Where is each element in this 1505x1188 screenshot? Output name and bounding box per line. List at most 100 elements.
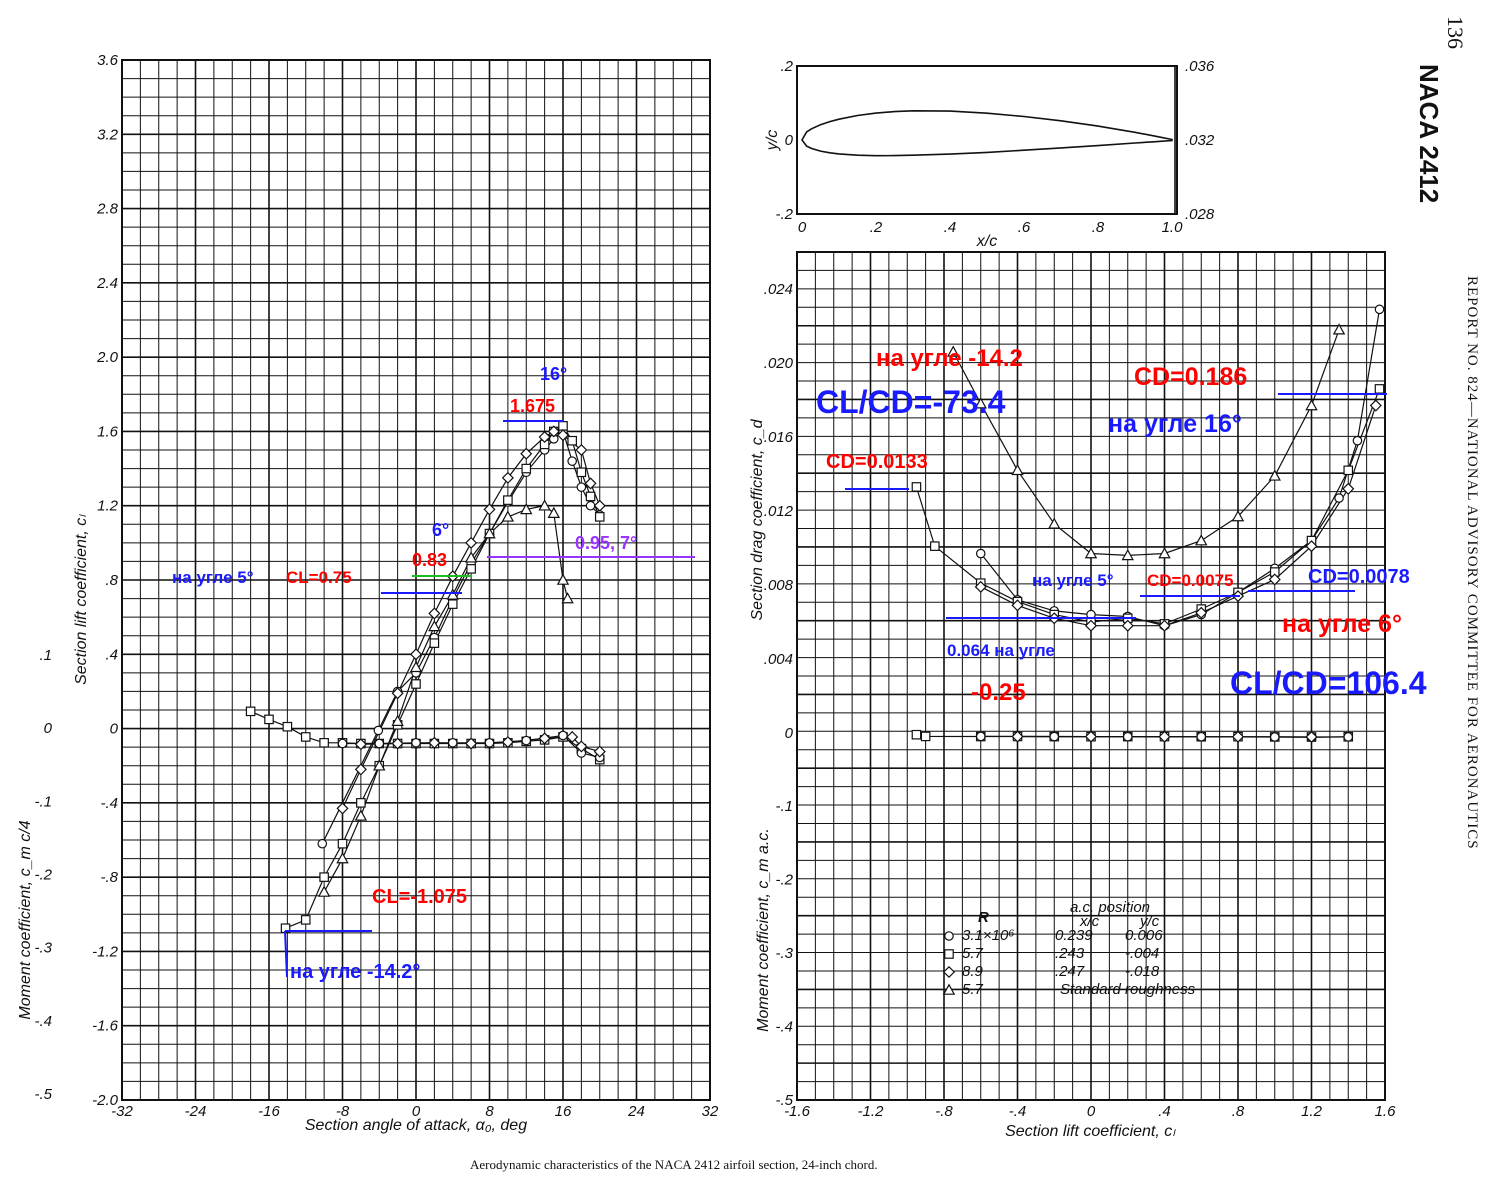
annotation-left: на угле 5° [172, 568, 254, 587]
y-tick-label: -.2 [775, 206, 793, 223]
legend-yc-value: -.018 [1125, 963, 1160, 980]
triangle-marker [354, 809, 368, 821]
left-grid [121, 59, 711, 1101]
triangle-marker [1048, 517, 1061, 529]
triangle-marker [1121, 548, 1134, 561]
square-marker [911, 729, 922, 740]
right-tick-label: .036 [1185, 58, 1215, 75]
square-marker [1374, 384, 1385, 394]
triangle-marker [464, 551, 478, 563]
annotation-line [284, 930, 288, 978]
series-line-drag [915, 388, 1381, 625]
left-frame [121, 59, 711, 1101]
x-tick-label: -.8 [935, 1103, 953, 1120]
diamond-marker [354, 738, 367, 751]
triangle-marker [561, 592, 574, 604]
triangle-marker [409, 660, 423, 673]
annotation-left: 1.675 [510, 396, 555, 416]
diamond-marker [1084, 619, 1098, 632]
profile-x-label: x/c [976, 233, 997, 250]
y-tick-label: .2 [780, 58, 793, 75]
x-tick-label: 1.0 [1162, 219, 1184, 236]
triangle-marker [520, 502, 533, 515]
annotation-right: CD=0.0075 [1147, 571, 1233, 590]
annotation-lines-layer [284, 393, 1387, 978]
moment-tick-label: -.3 [34, 940, 52, 957]
x-tick-label: 1.6 [1375, 1103, 1397, 1120]
annotation-right: CD=0.0133 [826, 451, 928, 473]
drag-tick-label: .004 [764, 651, 793, 668]
diamond-marker [1268, 573, 1281, 586]
diamond-marker [428, 607, 441, 620]
circle-marker [1334, 493, 1344, 503]
circle-marker [374, 738, 385, 749]
circle-marker [558, 730, 568, 741]
legend-header-yc: y/c [1139, 913, 1160, 930]
legend-r-value: 5.7 [962, 981, 984, 998]
triangle-marker [483, 527, 496, 539]
square-marker [245, 706, 256, 717]
circle-marker [1269, 732, 1280, 742]
legend-xc-value: .247 [1055, 963, 1085, 980]
diamond-marker [391, 737, 404, 750]
diamond-marker [974, 580, 987, 593]
y-tick-label: .8 [105, 572, 118, 589]
triangle-marker [501, 510, 515, 522]
diamond-marker [1305, 730, 1318, 744]
moment-tick-label: .1 [39, 647, 52, 664]
moment-tick-label: -.2 [34, 867, 52, 884]
x-tick-label: -.4 [1009, 1103, 1027, 1120]
annotation-left: CL=-1.075 [372, 886, 467, 908]
annotation-right: на угле 6° [1282, 610, 1402, 638]
moment-tick-label: -.3 [775, 945, 793, 962]
circle-marker [484, 737, 495, 748]
drag-tick-label: .020 [764, 355, 794, 372]
legend-header-ac: a.c. position [1070, 899, 1150, 916]
moment-axis-label: Moment coefficient, c_m c/4 [17, 820, 34, 1019]
x-tick-label: -32 [111, 1103, 133, 1120]
triangle-marker [317, 885, 331, 897]
annotation-left: CL=0.75 [286, 568, 352, 587]
annotation-right: CD=0.0078 [1308, 566, 1410, 588]
triangle-marker [391, 714, 404, 726]
square-marker [300, 915, 311, 925]
diamond-marker [575, 443, 588, 457]
y-tick-label: -.8 [100, 869, 118, 886]
right-tick-label: .032 [1185, 132, 1215, 149]
square-marker [356, 798, 366, 808]
moment-tick-label: 0 [44, 720, 53, 737]
legend-xc-value: 0.239 [1055, 927, 1093, 944]
diamond-marker [1121, 619, 1134, 632]
square-marker [944, 949, 954, 959]
legend-r-value: 3.1×10⁶ [962, 927, 1015, 944]
x-tick-label: 0 [798, 219, 807, 236]
series-line-lift [285, 425, 601, 929]
diamond-marker [428, 736, 441, 749]
circle-marker [1374, 304, 1385, 315]
x-tick-label: .6 [1018, 219, 1031, 236]
y-tick-label: 0 [110, 721, 119, 738]
legend-r-value: 5.7 [962, 945, 984, 962]
square-marker [429, 638, 440, 648]
y-tick-label: -.4 [100, 795, 118, 812]
moment-tick-label: -.4 [775, 1019, 793, 1036]
square-marker [319, 872, 329, 882]
diamond-marker [354, 763, 367, 776]
square-marker [558, 421, 568, 431]
legend-xc-value: .243 [1055, 945, 1085, 962]
circle-marker [1196, 731, 1207, 742]
square-marker [300, 732, 311, 742]
moment-tick-label: -.1 [34, 793, 52, 810]
diamond-marker [483, 503, 496, 516]
x-tick-label: -1.2 [858, 1103, 885, 1120]
y-tick-label: .4 [105, 646, 118, 663]
square-marker [521, 463, 532, 474]
diamond-marker [593, 745, 606, 758]
drag-tick-label: .024 [764, 281, 793, 298]
triangle-marker [946, 345, 960, 357]
diamond-marker [391, 687, 404, 700]
square-marker [503, 495, 513, 505]
circle-marker [567, 456, 577, 466]
x-tick-label: .8 [1092, 219, 1105, 236]
series-line-lift [321, 430, 601, 844]
